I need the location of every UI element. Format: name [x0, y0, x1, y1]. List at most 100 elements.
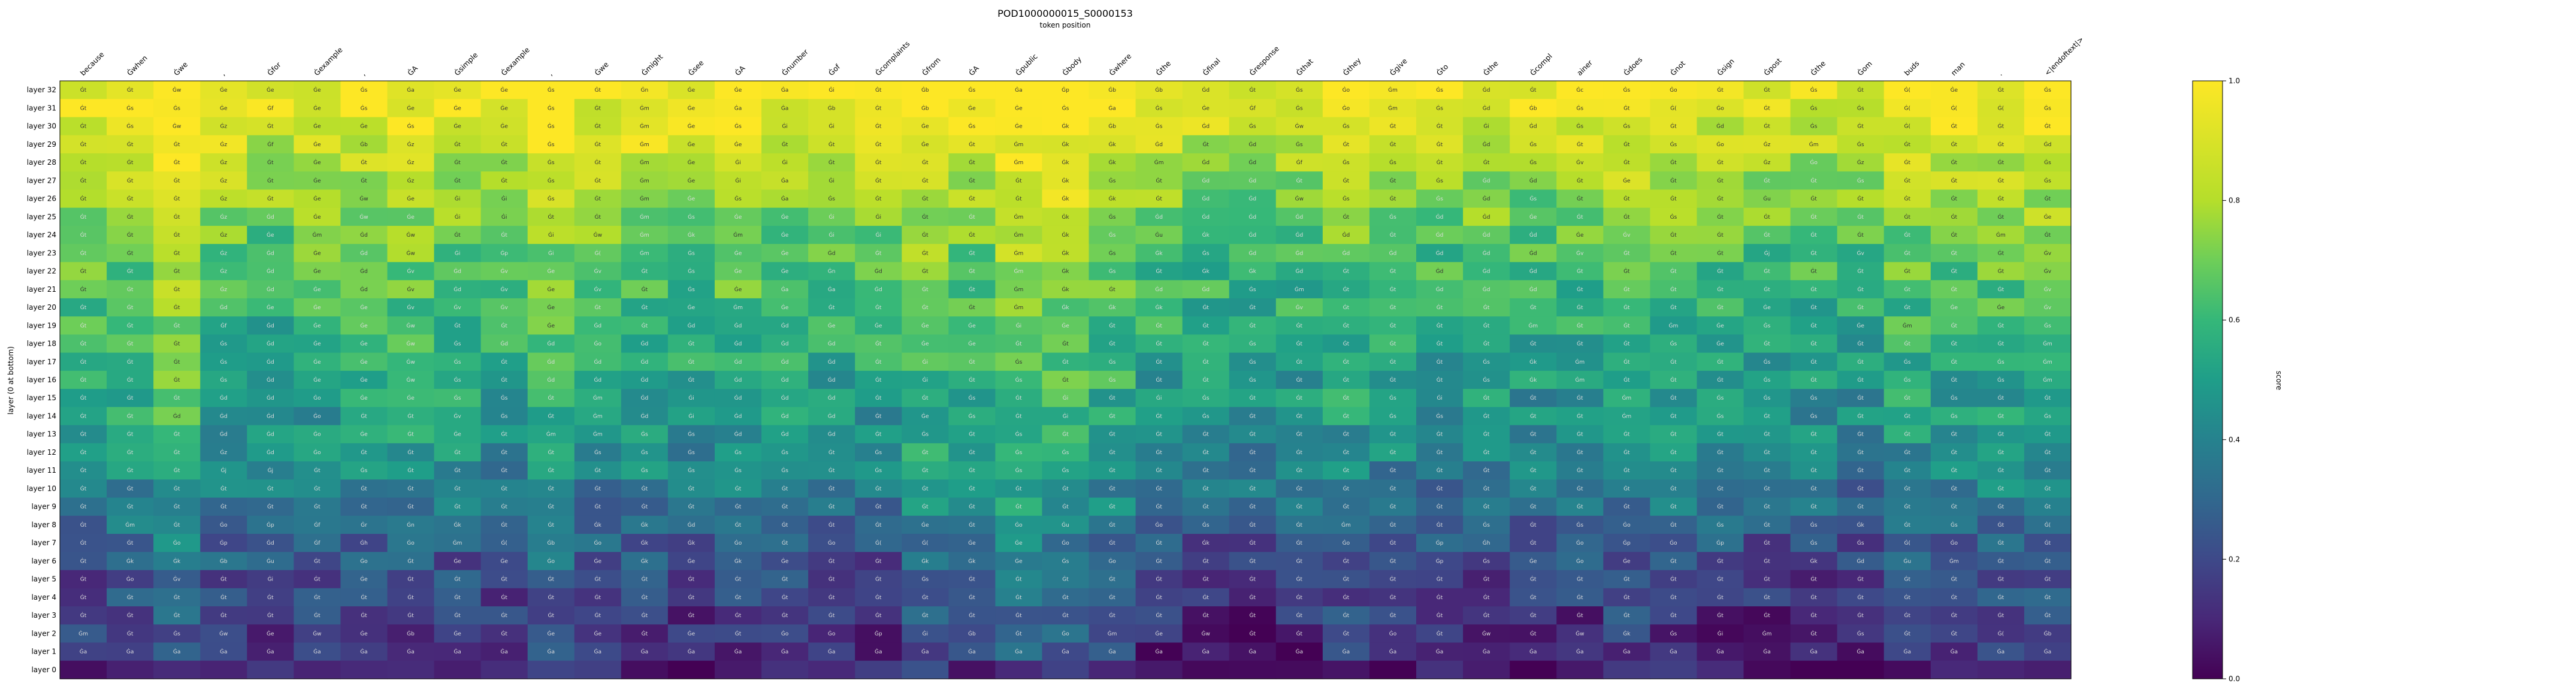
heatmap-cell: [1229, 497, 1277, 516]
heatmap-cell: [1603, 370, 1650, 389]
heatmap-cell-label: Ġt: [1343, 341, 1350, 347]
heatmap-cell-label: Ġt: [314, 485, 321, 492]
heatmap-cell: [1556, 660, 1604, 679]
heatmap-cell-label: Ġt: [1250, 522, 1256, 528]
heatmap-cell: [1650, 660, 1698, 679]
heatmap-cell: [621, 244, 669, 263]
heatmap-cell: [621, 624, 669, 643]
heatmap-cell-label: Ġt: [361, 449, 367, 456]
heatmap-cell: [200, 280, 247, 299]
heatmap-cell: [1743, 316, 1791, 335]
heatmap-cell-label: Ġz: [407, 141, 415, 148]
heatmap-cell: [574, 570, 622, 589]
heatmap-cell: [1930, 642, 1978, 661]
heatmap-cell-label: Ġt: [1156, 322, 1162, 329]
heatmap-cell-label: Ġt: [1015, 177, 1022, 184]
heatmap-cell-label: Ġs: [594, 449, 601, 456]
heatmap-cell-label: Ġm: [593, 413, 603, 419]
heatmap-cell: [1135, 81, 1183, 99]
heatmap-cell: [1930, 316, 1978, 335]
heatmap-cell: [1790, 552, 1838, 571]
heatmap-cell: [107, 298, 154, 317]
heatmap-cell-label: Ġm: [1903, 322, 1912, 329]
heatmap-cell: [60, 407, 107, 426]
heatmap-cell-label: Ġt: [1810, 304, 1817, 311]
x-tick-label: Ġto: [1434, 62, 1450, 77]
heatmap-cell: [667, 280, 715, 299]
heatmap-cell: [1697, 425, 1744, 444]
heatmap-cell-label: Ġe: [781, 558, 789, 564]
heatmap-cell: [2024, 497, 2072, 516]
heatmap-cell: [808, 407, 855, 426]
heatmap-cell: [667, 316, 715, 335]
heatmap-cell: [1089, 334, 1136, 353]
heatmap-cell-label: Ġt: [1343, 413, 1350, 419]
heatmap-cell: [107, 588, 154, 607]
heatmap-cell: [621, 642, 669, 661]
heatmap-cell-label: Ġi: [1063, 413, 1068, 419]
heatmap-cell-label: Ġt: [1343, 214, 1350, 220]
heatmap-cell: [1369, 570, 1417, 589]
heatmap-cell: [340, 588, 388, 607]
heatmap-cell: [1042, 352, 1090, 371]
heatmap-cell: [714, 588, 762, 607]
heatmap-cell: [387, 497, 435, 516]
heatmap-cell: [667, 479, 715, 498]
heatmap-cell: [574, 497, 622, 516]
heatmap-cell-label: Ġo: [1343, 87, 1350, 93]
heatmap-cell-label: Ġv: [1576, 159, 1584, 166]
heatmap-cell: [902, 280, 949, 299]
heatmap-cell-label: Ġt: [1202, 322, 1209, 329]
heatmap-cell-label: Ġe: [1202, 105, 1210, 111]
heatmap-cell-label: Ġt: [1857, 431, 1864, 438]
heatmap-cell: [1042, 588, 1090, 607]
y-tick-label: layer 3: [31, 611, 56, 620]
heatmap-cell: [1229, 370, 1277, 389]
heatmap-cell-label: Ġs: [2044, 177, 2051, 184]
heatmap-cell-label: Ġs: [1436, 196, 1443, 203]
heatmap-cell: [1135, 570, 1183, 589]
heatmap-cell-label: Ġi: [688, 413, 694, 419]
heatmap-cell: [995, 135, 1043, 154]
heatmap-cell: [948, 497, 996, 516]
heatmap-cell: [1930, 81, 1978, 99]
heatmap-cell-label: Ġd: [1483, 141, 1490, 148]
heatmap-cell-label: Ġt: [829, 612, 835, 619]
heatmap-cell: [1697, 534, 1744, 552]
heatmap-cell: [1275, 570, 1323, 589]
heatmap-cell-label: Ġt: [1109, 576, 1115, 583]
heatmap-cell: [1556, 389, 1604, 407]
heatmap-cell-label: Ġw: [1576, 630, 1584, 637]
heatmap-cell-label: Ġt: [1998, 522, 2004, 528]
heatmap-cell-label: Ġt: [1577, 141, 1583, 148]
heatmap-cell-label: Ġt: [1343, 141, 1350, 148]
heatmap-cell: [948, 515, 996, 534]
heatmap-cell-label: Ġt: [1670, 196, 1677, 203]
heatmap-cell: [714, 225, 762, 244]
heatmap-cell: [1369, 334, 1417, 353]
heatmap-cell-label: Ġt: [1810, 286, 1817, 293]
heatmap-cell: [808, 153, 855, 172]
heatmap-cell: [667, 642, 715, 661]
heatmap-cell: [1650, 81, 1698, 99]
colorbar-tick-label: 0.0: [2229, 675, 2240, 683]
heatmap-cell-label: Ġe: [500, 558, 508, 564]
heatmap-cell-label: Ġt: [1670, 467, 1677, 474]
heatmap-cell-label: Ġt: [361, 413, 367, 419]
heatmap-cell: [434, 515, 482, 534]
heatmap-cell: [60, 135, 107, 154]
heatmap-cell: [1837, 606, 1885, 625]
heatmap-cell: [1556, 352, 1604, 371]
heatmap-cell-label: Ġt: [1109, 395, 1115, 401]
heatmap-cell: [340, 117, 388, 136]
heatmap-cell: [902, 153, 949, 172]
heatmap-cell: [387, 660, 435, 679]
heatmap-cell: [855, 407, 902, 426]
heatmap-cell-label: Ġt: [1390, 612, 1396, 619]
heatmap-cell-label: Ġt: [969, 359, 975, 365]
heatmap-cell-label: Ġt: [642, 576, 648, 583]
heatmap-cell-label: Ġd: [828, 413, 836, 419]
heatmap-cell: [1977, 316, 2025, 335]
heatmap-cell: [1603, 153, 1650, 172]
heatmap-cell-label: Ġt: [1483, 413, 1490, 419]
